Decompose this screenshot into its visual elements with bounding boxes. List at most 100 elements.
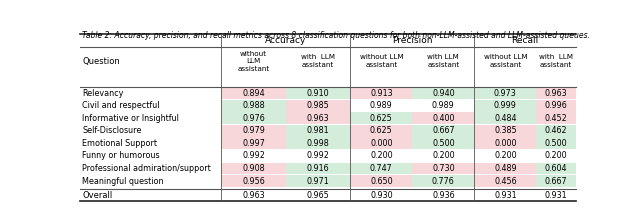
Bar <box>286 175 350 187</box>
Text: 0.625: 0.625 <box>370 114 393 123</box>
Text: 0.730: 0.730 <box>432 164 454 173</box>
Bar <box>286 163 350 174</box>
Bar <box>221 137 286 149</box>
Text: 0.000: 0.000 <box>370 139 392 148</box>
Text: 0.981: 0.981 <box>307 126 330 135</box>
Bar <box>221 100 286 112</box>
Text: 0.998: 0.998 <box>307 139 330 148</box>
Bar <box>286 112 350 124</box>
Text: 0.484: 0.484 <box>494 114 516 123</box>
Bar <box>286 125 350 137</box>
Text: with  LLM
assistant: with LLM assistant <box>301 54 335 68</box>
Text: 0.385: 0.385 <box>494 126 516 135</box>
Text: 0.971: 0.971 <box>307 176 330 186</box>
Bar <box>536 125 576 137</box>
Bar <box>536 163 576 174</box>
Bar <box>536 112 576 124</box>
Bar <box>286 137 350 149</box>
Text: without LLM
assistant: without LLM assistant <box>360 54 403 68</box>
Text: 0.956: 0.956 <box>242 176 265 186</box>
Text: 0.489: 0.489 <box>494 164 516 173</box>
Text: 0.200: 0.200 <box>545 151 568 160</box>
Text: Relevancy: Relevancy <box>83 89 124 98</box>
Bar <box>286 87 350 99</box>
Text: 0.999: 0.999 <box>494 101 516 110</box>
Bar <box>350 175 412 187</box>
Bar <box>412 125 474 137</box>
Bar <box>474 112 536 124</box>
Text: 0.989: 0.989 <box>370 101 393 110</box>
Text: 0.650: 0.650 <box>370 176 392 186</box>
Text: Emotional Support: Emotional Support <box>83 139 157 148</box>
Bar <box>221 163 286 174</box>
Text: without LLM
assistant: without LLM assistant <box>483 54 527 68</box>
Bar <box>474 125 536 137</box>
Text: 0.976: 0.976 <box>242 114 265 123</box>
Text: 0.996: 0.996 <box>545 101 568 110</box>
Text: 0.000: 0.000 <box>494 139 516 148</box>
Text: 0.908: 0.908 <box>243 164 265 173</box>
Text: 0.200: 0.200 <box>370 151 392 160</box>
Bar <box>350 125 412 137</box>
Bar <box>412 87 474 99</box>
Text: 0.456: 0.456 <box>494 176 516 186</box>
Bar <box>350 163 412 174</box>
Bar <box>536 175 576 187</box>
Bar <box>474 163 536 174</box>
Bar <box>474 100 536 112</box>
Bar <box>221 87 286 99</box>
Text: 0.963: 0.963 <box>545 89 568 98</box>
Text: Informative or Insightful: Informative or Insightful <box>83 114 179 123</box>
Text: 0.894: 0.894 <box>243 89 265 98</box>
Text: with LLM
assistant: with LLM assistant <box>427 54 460 68</box>
Text: 0.997: 0.997 <box>242 139 265 148</box>
Text: 0.910: 0.910 <box>307 89 330 98</box>
Text: 0.992: 0.992 <box>307 151 330 160</box>
Text: 0.930: 0.930 <box>370 191 392 200</box>
Text: Funny or humorous: Funny or humorous <box>83 151 160 160</box>
Text: 0.452: 0.452 <box>545 114 568 123</box>
Bar <box>350 137 412 149</box>
Bar <box>286 100 350 112</box>
Text: Precision: Precision <box>392 36 433 45</box>
Bar <box>350 112 412 124</box>
Text: 0.985: 0.985 <box>307 101 330 110</box>
Bar <box>221 175 286 187</box>
Text: Professional admiration/support: Professional admiration/support <box>83 164 211 173</box>
Text: 0.989: 0.989 <box>432 101 454 110</box>
Text: 0.936: 0.936 <box>432 191 454 200</box>
Bar <box>412 175 474 187</box>
Bar <box>536 137 576 149</box>
Text: Meaningful question: Meaningful question <box>83 176 164 186</box>
Text: Civil and respectful: Civil and respectful <box>83 101 160 110</box>
Bar <box>412 163 474 174</box>
Text: with  LLM
assistant: with LLM assistant <box>539 54 573 68</box>
Bar <box>536 100 576 112</box>
Text: 0.916: 0.916 <box>307 164 330 173</box>
Text: Table 2: Accuracy, precision, and recall metrics across 8 classification questio: Table 2: Accuracy, precision, and recall… <box>83 31 591 40</box>
Text: Accuracy: Accuracy <box>265 36 307 45</box>
Text: 0.200: 0.200 <box>432 151 454 160</box>
Text: 0.963: 0.963 <box>307 114 330 123</box>
Text: 0.667: 0.667 <box>432 126 454 135</box>
Text: 0.776: 0.776 <box>432 176 454 186</box>
Text: 0.747: 0.747 <box>370 164 393 173</box>
Text: Recall: Recall <box>511 36 539 45</box>
Text: Question: Question <box>83 57 120 66</box>
Text: Self-Disclosure: Self-Disclosure <box>83 126 142 135</box>
Text: 0.462: 0.462 <box>545 126 568 135</box>
Text: 0.913: 0.913 <box>370 89 392 98</box>
Text: 0.988: 0.988 <box>243 101 265 110</box>
Bar <box>412 112 474 124</box>
Text: 0.625: 0.625 <box>370 126 393 135</box>
Text: 0.931: 0.931 <box>545 191 568 200</box>
Bar <box>350 87 412 99</box>
Bar <box>221 125 286 137</box>
Text: 0.931: 0.931 <box>494 191 516 200</box>
Text: 0.500: 0.500 <box>432 139 454 148</box>
Text: 0.940: 0.940 <box>432 89 454 98</box>
Bar <box>221 112 286 124</box>
Text: Overall: Overall <box>83 191 113 200</box>
Text: 0.604: 0.604 <box>545 164 568 173</box>
Text: 0.200: 0.200 <box>494 151 516 160</box>
